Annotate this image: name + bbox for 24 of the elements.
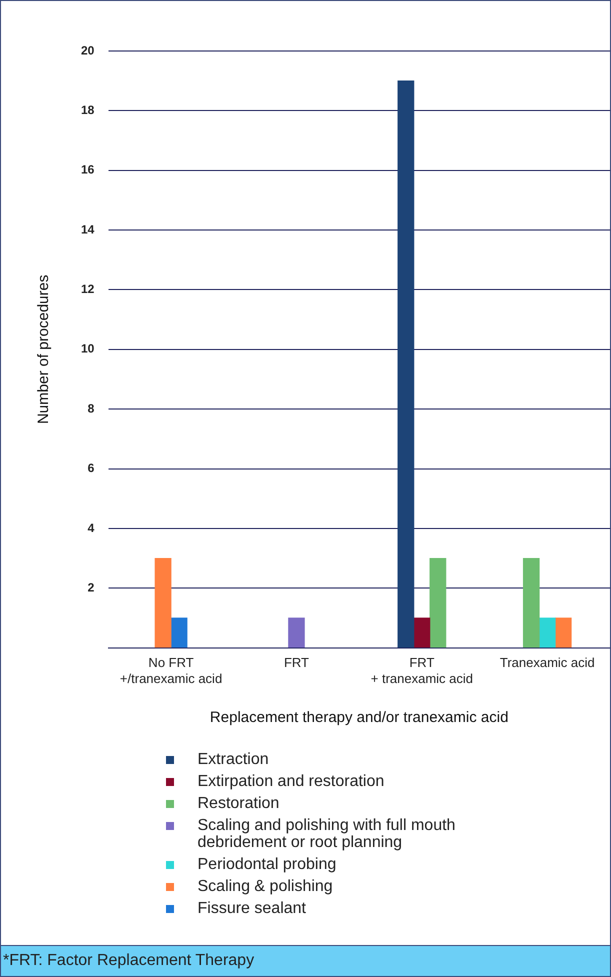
y-tick-label: 12 (80, 282, 95, 296)
x-tick-label: Tranexamic acid (500, 655, 595, 670)
x-axis-title: Replacement therapy and/or tranexamic acid (210, 709, 508, 726)
legend-label: Periodontal probing (198, 856, 336, 873)
y-tick-label: 18 (80, 102, 95, 117)
y-tick-label: 2 (88, 580, 95, 594)
x-tick-label: FRT (284, 655, 310, 670)
y-axis-title: Number of procedures (35, 274, 52, 424)
y-tick-label: 8 (88, 401, 95, 416)
legend-label: Extraction (198, 751, 269, 768)
legend-label: Scaling & polishing (198, 878, 333, 895)
x-tick-label: No FRT +/tranexamic acid (120, 655, 222, 686)
y-tick-label: 14 (80, 222, 95, 236)
legend-label: Fissure sealant (198, 900, 306, 917)
legend-label: Extirpation and restoration (198, 773, 384, 790)
y-tick-label: 4 (88, 520, 95, 535)
text: *FRT: Factor Replacement Therapy (1, 945, 610, 976)
y-tick-label: 16 (80, 162, 95, 177)
y-tick-label: 6 (88, 461, 95, 476)
x-tick-label: FRT + tranexamic acid (370, 655, 474, 686)
legend-label: Restoration (198, 795, 280, 812)
legend-label: Scaling and polishing with full mouth debridement or root planning (198, 817, 456, 851)
y-tick-label: 20 (80, 43, 95, 58)
y-tick-label: 10 (80, 342, 95, 356)
